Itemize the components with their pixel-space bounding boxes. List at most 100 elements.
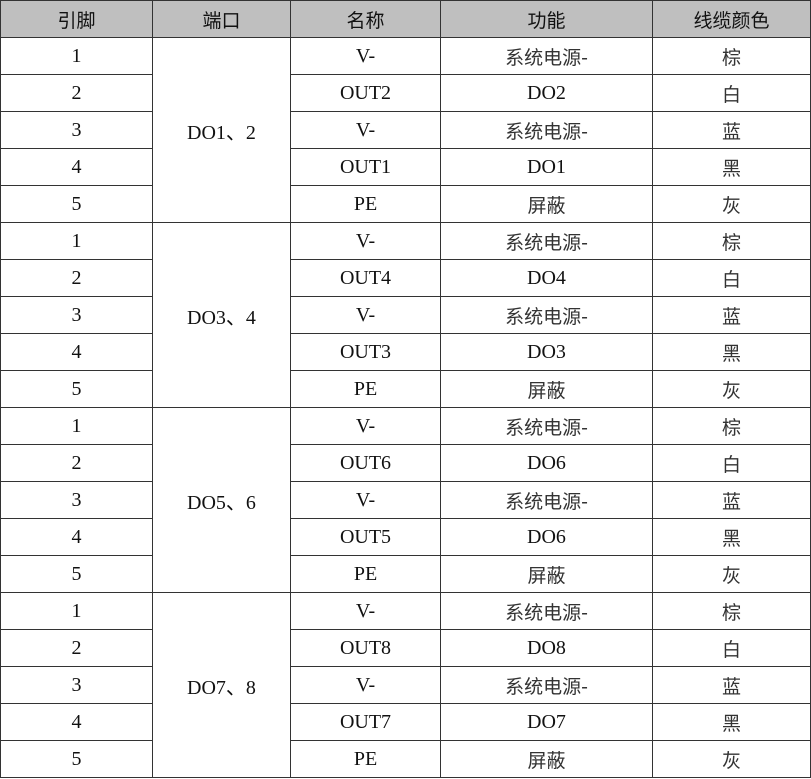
name-cell: PE [290,185,441,223]
table-row: 4 OUT7 DO7 黑 [0,703,811,741]
function-cell: 屏蔽 [440,185,653,223]
name-cell: V- [290,222,441,260]
pin-cell: 5 [0,185,153,223]
function-cell: DO3 [440,333,653,371]
cable-color-cell: 棕 [652,37,811,75]
name-cell: OUT3 [290,333,441,371]
name-cell: PE [290,740,441,778]
pin-cell: 4 [0,518,153,556]
name-cell: PE [290,370,441,408]
function-cell: 系统电源- [440,592,653,630]
function-cell: 屏蔽 [440,555,653,593]
name-cell: OUT5 [290,518,441,556]
table-row: 2 OUT4 DO4 白 [0,259,811,297]
pin-cell: 4 [0,148,153,186]
name-cell: OUT1 [290,148,441,186]
cable-color-cell: 黑 [652,518,811,556]
name-cell: OUT4 [290,259,441,297]
pin-cell: 2 [0,444,153,482]
name-cell: V- [290,592,441,630]
pin-cell: 4 [0,703,153,741]
cable-color-cell: 蓝 [652,111,811,149]
name-cell: V- [290,111,441,149]
table-row: 1 DO7、8 V- 系统电源- 棕 [0,592,811,778]
cable-color-cell: 灰 [652,185,811,223]
pin-cell: 1 [0,592,153,630]
table-row: 1 DO5、6 V- 系统电源- 棕 [0,407,811,593]
pin-cell: 3 [0,666,153,704]
name-cell: OUT8 [290,629,441,667]
header-name: 名称 [290,0,441,38]
cable-color-cell: 棕 [652,407,811,445]
pin-cell: 5 [0,555,153,593]
name-cell: V- [290,481,441,519]
cable-color-cell: 黑 [652,333,811,371]
pin-cell: 5 [0,370,153,408]
cable-color-cell: 蓝 [652,666,811,704]
table-row: 2 OUT2 DO2 白 [0,74,811,112]
table-row: 3 V- 系统电源- 蓝 [0,111,811,149]
function-cell: DO6 [440,444,653,482]
cable-color-cell: 白 [652,259,811,297]
pin-cell: 2 [0,629,153,667]
port-cell: DO7、8 [152,592,291,778]
table-body: 1 DO1、2 V- 系统电源- 棕 2 OUT2 DO2 白 3 V- 系统电源- 蓝 4 OUT1 DO1… [0,37,811,778]
name-cell: V- [290,407,441,445]
table-row: 3 V- 系统电源- 蓝 [0,296,811,334]
name-cell: OUT6 [290,444,441,482]
port-cell: DO5、6 [152,407,291,593]
table-row: 4 OUT5 DO6 黑 [0,518,811,556]
table-row: 4 OUT1 DO1 黑 [0,148,811,186]
function-cell: DO6 [440,518,653,556]
header-port: 端口 [152,0,291,38]
cable-color-cell: 黑 [652,148,811,186]
function-cell: 系统电源- [440,111,653,149]
table-row: 2 OUT8 DO8 白 [0,629,811,667]
header-pin: 引脚 [0,0,153,38]
port-cell: DO1、2 [152,37,291,223]
pin-cell: 4 [0,333,153,371]
function-cell: DO4 [440,259,653,297]
pin-cell: 3 [0,111,153,149]
function-cell: 系统电源- [440,407,653,445]
table-row: 1 DO3、4 V- 系统电源- 棕 [0,222,811,408]
name-cell: OUT7 [290,703,441,741]
pin-cell: 1 [0,222,153,260]
cable-color-cell: 黑 [652,703,811,741]
pin-cell: 2 [0,259,153,297]
function-cell: 系统电源- [440,481,653,519]
table-row: 4 OUT3 DO3 黑 [0,333,811,371]
cable-color-cell: 灰 [652,740,811,778]
pin-cell: 3 [0,481,153,519]
cable-color-cell: 蓝 [652,296,811,334]
pin-cell: 1 [0,407,153,445]
function-cell: DO8 [440,629,653,667]
pin-cell: 3 [0,296,153,334]
table-row: 5 PE 屏蔽灰 [0,185,811,223]
name-cell: V- [290,37,441,75]
name-cell: PE [290,555,441,593]
name-cell: V- [290,296,441,334]
header-cable-color: 线缆颜色 [652,0,811,38]
cable-color-cell: 棕 [652,222,811,260]
header-row: 引脚 端口 名称 功能 线缆颜色 [0,0,811,38]
function-cell: 系统电源- [440,37,653,75]
pin-cell: 1 [0,37,153,75]
function-cell: 系统电源- [440,222,653,260]
cable-color-cell: 灰 [652,370,811,408]
cable-color-cell: 白 [652,629,811,667]
function-cell: 系统电源- [440,666,653,704]
cable-color-cell: 棕 [652,592,811,630]
cable-color-cell: 白 [652,74,811,112]
pin-cell: 5 [0,740,153,778]
cable-color-cell: 灰 [652,555,811,593]
function-cell: DO2 [440,74,653,112]
cable-color-cell: 白 [652,444,811,482]
pin-cell: 2 [0,74,153,112]
header-function: 功能 [440,0,653,38]
cable-color-cell: 蓝 [652,481,811,519]
table-row: 3 V- 系统电源- 蓝 [0,481,811,519]
function-cell: 屏蔽 [440,370,653,408]
table-row: 5 PE 屏蔽灰 [0,555,811,593]
